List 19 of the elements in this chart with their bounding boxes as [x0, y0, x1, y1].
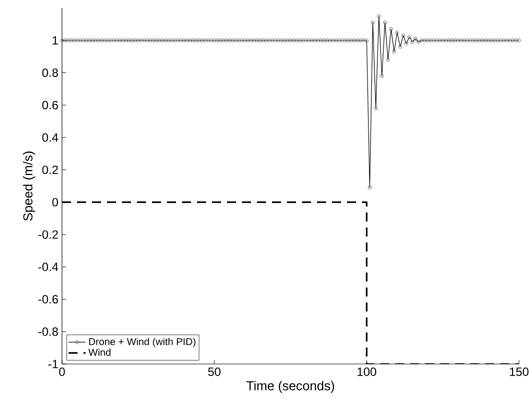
- y-tick-label: -1: [48, 360, 58, 368]
- y-tick-label: 0.8: [42, 68, 58, 77]
- y-tick-label: -0.2: [38, 230, 58, 239]
- y-tick-label: 0.4: [42, 133, 58, 142]
- y-tick-label: 0.2: [42, 166, 58, 174]
- x-tick-label: 150: [510, 368, 529, 376]
- y-tick-label: 1: [52, 36, 58, 44]
- legend-label: Wind: [88, 348, 110, 356]
- legend-label: Drone + Wind (with PID): [89, 338, 196, 348]
- x-tick-label: 50: [208, 368, 221, 376]
- x-tick-label: 100: [358, 368, 376, 376]
- y-tick-label: 0.6: [42, 100, 58, 110]
- y-tick-label: -0.6: [38, 295, 58, 304]
- y-tick-label: -0.8: [38, 327, 58, 336]
- x-tick-label: 0: [59, 368, 65, 376]
- y-axis-title: Speed (m/s): [22, 152, 36, 221]
- y-tick-label: -0.4: [38, 262, 58, 272]
- y-tick-label: 0: [52, 198, 58, 206]
- x-axis-title: Time (seconds): [246, 380, 334, 393]
